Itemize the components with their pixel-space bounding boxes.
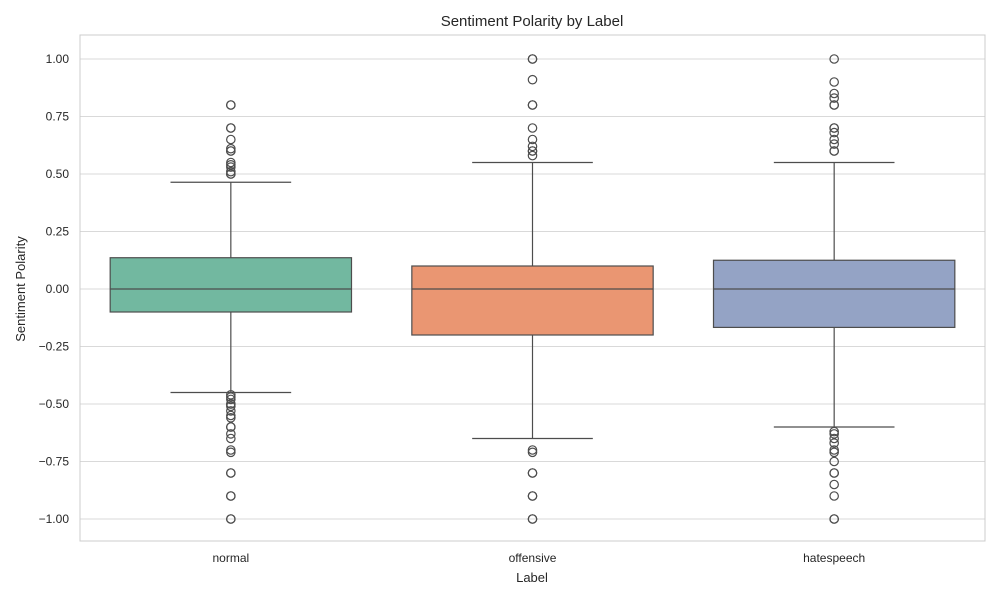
y-tick-label: −0.50 <box>39 397 70 411</box>
boxes <box>109 54 956 524</box>
outlier-point <box>829 77 839 87</box>
outlier-point <box>527 141 538 152</box>
outlier-point <box>527 150 538 161</box>
y-tick-label: 0.75 <box>46 110 70 124</box>
outlier-point <box>226 169 236 179</box>
y-tick-labels: 1.00 0.75 0.50 0.25 0.00 −0.25 −0.50 −0.75 −1.00 <box>39 52 70 526</box>
outlier-point <box>829 491 839 501</box>
box-hatespeech <box>712 54 956 524</box>
outlier-point <box>226 514 236 524</box>
outlier-point <box>829 429 839 439</box>
outlier-point <box>226 406 236 416</box>
outlier-point <box>829 433 839 444</box>
outlier-point <box>226 433 236 444</box>
box-normal <box>109 100 353 524</box>
outlier-point <box>527 491 538 501</box>
outlier-point <box>527 146 538 156</box>
outlier-point <box>226 447 236 458</box>
outlier-point <box>829 123 839 133</box>
y-tick-label: 0.00 <box>46 282 70 296</box>
y-tick-label: −0.75 <box>39 455 70 469</box>
outlier-point <box>829 54 839 64</box>
outlier-point <box>226 100 236 110</box>
x-tick-labels: normal offensive hatespeech <box>212 551 865 565</box>
outlier-point <box>226 401 236 412</box>
outlier-point <box>527 468 538 478</box>
outlier-point <box>829 134 839 145</box>
outlier-point <box>829 479 839 490</box>
outlier-point <box>829 127 839 138</box>
outlier-point <box>226 422 236 432</box>
outlier-point <box>829 447 839 458</box>
y-tick-label: 0.25 <box>46 225 70 239</box>
outlier-point <box>829 146 839 156</box>
outlier-point <box>829 514 839 524</box>
outlier-point <box>226 162 236 172</box>
outlier-point <box>829 100 839 110</box>
outlier-point <box>527 54 538 64</box>
x-axis-title: Label <box>516 570 548 585</box>
outlier-point <box>527 100 538 110</box>
outlier-point <box>226 468 236 478</box>
outlier-point <box>829 438 839 448</box>
iqr-box <box>411 265 654 336</box>
outlier-point <box>829 139 839 149</box>
outlier-point <box>226 134 236 145</box>
x-tick-label: offensive <box>509 551 557 565</box>
chart-title: Sentiment Polarity by Label <box>441 13 624 30</box>
outlier-point <box>226 123 236 133</box>
outlier-point <box>829 456 839 467</box>
outlier-point <box>226 429 236 439</box>
box-offensive <box>411 54 654 524</box>
iqr-box <box>712 259 956 329</box>
outlier-point <box>527 123 538 133</box>
outlier-point <box>226 491 236 501</box>
outlier-point <box>226 146 236 156</box>
outlier-point <box>829 93 839 103</box>
outlier-point <box>527 74 538 85</box>
x-tick-label: normal <box>212 551 249 565</box>
y-tick-label: 0.50 <box>46 167 70 181</box>
outlier-point <box>226 412 236 423</box>
outlier-point <box>226 394 236 405</box>
plot-frame <box>79 34 986 542</box>
outlier-point <box>527 514 538 524</box>
outlier-point <box>829 468 839 478</box>
x-tick-label: hatespeech <box>803 551 865 565</box>
y-tick-label: −1.00 <box>39 512 70 526</box>
y-tick-label: −0.25 <box>39 340 70 354</box>
y-tick-label: 1.00 <box>46 52 70 66</box>
outlier-point <box>829 88 839 99</box>
iqr-box <box>109 257 353 313</box>
outlier-point <box>527 447 538 458</box>
y-axis-title: Sentiment Polarity <box>13 236 28 342</box>
outlier-point <box>527 134 538 145</box>
